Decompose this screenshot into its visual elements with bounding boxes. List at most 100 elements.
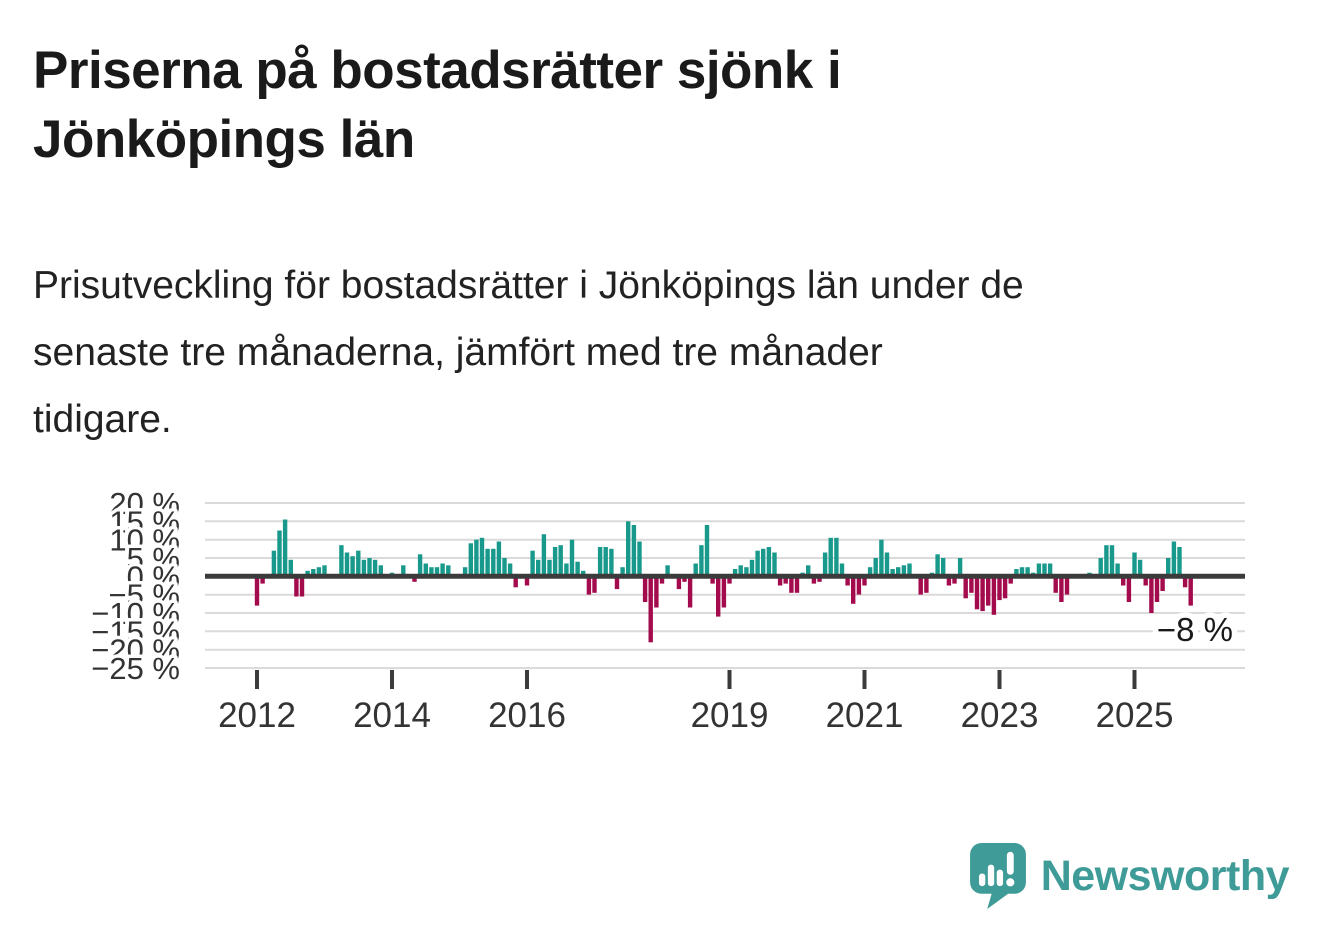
bar-negative: [851, 576, 856, 604]
bar-positive: [564, 563, 569, 577]
bar-positive: [755, 550, 760, 577]
bar-negative: [1126, 576, 1132, 602]
x-tick-label: 2012: [218, 696, 296, 735]
bar-negative: [721, 576, 727, 608]
bar-positive: [1098, 558, 1103, 577]
bar-negative: [524, 576, 530, 586]
y-tick-label: −25 %: [91, 651, 180, 686]
bar-negative: [845, 576, 850, 586]
bar-positive: [361, 559, 367, 577]
bar-positive: [423, 563, 428, 577]
x-tick-label: 2019: [691, 696, 769, 735]
bar-negative: [918, 576, 923, 595]
bar-negative: [1059, 576, 1064, 602]
bar-negative: [654, 576, 659, 608]
brand-wordmark: Newsworthy: [1040, 851, 1290, 900]
y-tick-label: −20 %: [91, 633, 180, 668]
bar-negative: [986, 576, 991, 606]
bar-positive: [1109, 545, 1115, 577]
y-tick-label: −15 %: [91, 614, 180, 649]
bar-positive: [901, 565, 907, 577]
x-tick-label: 2023: [961, 696, 1039, 735]
bar-negative: [794, 576, 800, 593]
bar-positive: [1025, 567, 1030, 577]
bar-positive: [541, 534, 547, 577]
bar-positive: [401, 565, 406, 577]
bar-positive: [462, 567, 468, 577]
y-tick-label: 5 %: [127, 541, 180, 576]
bar-negative: [789, 576, 794, 593]
bar-negative: [1182, 576, 1188, 588]
bar-negative: [991, 576, 997, 615]
bar-positive: [873, 558, 878, 577]
bar-positive: [547, 559, 552, 577]
bar-positive: [828, 537, 833, 577]
bar-negative: [952, 576, 957, 584]
bar-positive: [496, 541, 502, 577]
bar-negative: [1149, 576, 1154, 613]
bar-positive: [316, 567, 322, 577]
x-tick-label: 2016: [488, 696, 566, 735]
y-tick-label: 15 %: [109, 504, 180, 539]
bar-positive: [1115, 563, 1120, 577]
bar-negative: [946, 576, 952, 586]
bar-negative: [924, 576, 929, 593]
bar-positive: [1036, 563, 1042, 577]
bar-negative: [592, 576, 597, 593]
bar-positive: [339, 545, 344, 577]
bar-negative: [777, 576, 783, 586]
bar-negative: [1160, 576, 1165, 591]
bar-positive: [1047, 563, 1053, 577]
bar-positive: [507, 563, 513, 577]
page-title: Priserna på bostadsrätter sjönk i Jönköp…: [33, 41, 842, 169]
bar-negative: [980, 576, 985, 612]
bar-positive: [896, 567, 901, 577]
bar-negative: [586, 576, 592, 595]
chart-subtitle: Prisutveckling för bostadsrätter i Jönkö…: [33, 264, 1024, 441]
bar-positive: [440, 563, 445, 577]
bar-positive: [609, 548, 614, 577]
bar-positive: [417, 554, 423, 577]
bar-negative: [716, 576, 721, 617]
bar-negative: [817, 576, 822, 582]
bar-negative: [862, 576, 867, 586]
bar-positive: [704, 525, 710, 577]
bar-positive: [957, 558, 963, 577]
bar-negative: [1064, 576, 1070, 595]
bar-positive: [597, 547, 603, 577]
y-tick-label: 10 %: [109, 523, 180, 558]
bar-positive: [693, 563, 698, 577]
bar-positive: [907, 563, 912, 577]
bar-positive: [1137, 559, 1143, 577]
bar-positive: [935, 554, 940, 577]
x-tick-label: 2021: [826, 696, 904, 735]
bar-positive: [772, 552, 777, 577]
y-tick-label: 0 %: [127, 559, 180, 594]
bar-positive: [367, 558, 372, 577]
y-tick-label: −10 %: [91, 596, 180, 631]
bar-positive: [558, 545, 563, 577]
bar-positive: [1014, 569, 1019, 577]
bar-positive: [879, 539, 884, 577]
bar-negative: [260, 576, 265, 584]
bar-positive: [322, 565, 327, 577]
bar-negative: [1002, 576, 1008, 599]
bar-positive: [699, 545, 704, 577]
y-tick-label: −5 %: [108, 578, 180, 613]
bar-negative: [687, 576, 693, 608]
bar-positive: [806, 565, 811, 577]
bar-negative: [254, 576, 260, 606]
bar-positive: [738, 565, 743, 577]
bar-positive: [446, 565, 451, 577]
bar-positive: [350, 556, 355, 577]
bar-positive: [603, 547, 608, 577]
bar-positive: [834, 537, 839, 577]
bar-positive: [575, 561, 580, 577]
bar-positive: [536, 559, 541, 577]
bar-positive: [356, 550, 361, 577]
bar-positive: [822, 552, 828, 577]
bar-positive: [491, 548, 496, 577]
bar-negative: [997, 576, 1002, 601]
